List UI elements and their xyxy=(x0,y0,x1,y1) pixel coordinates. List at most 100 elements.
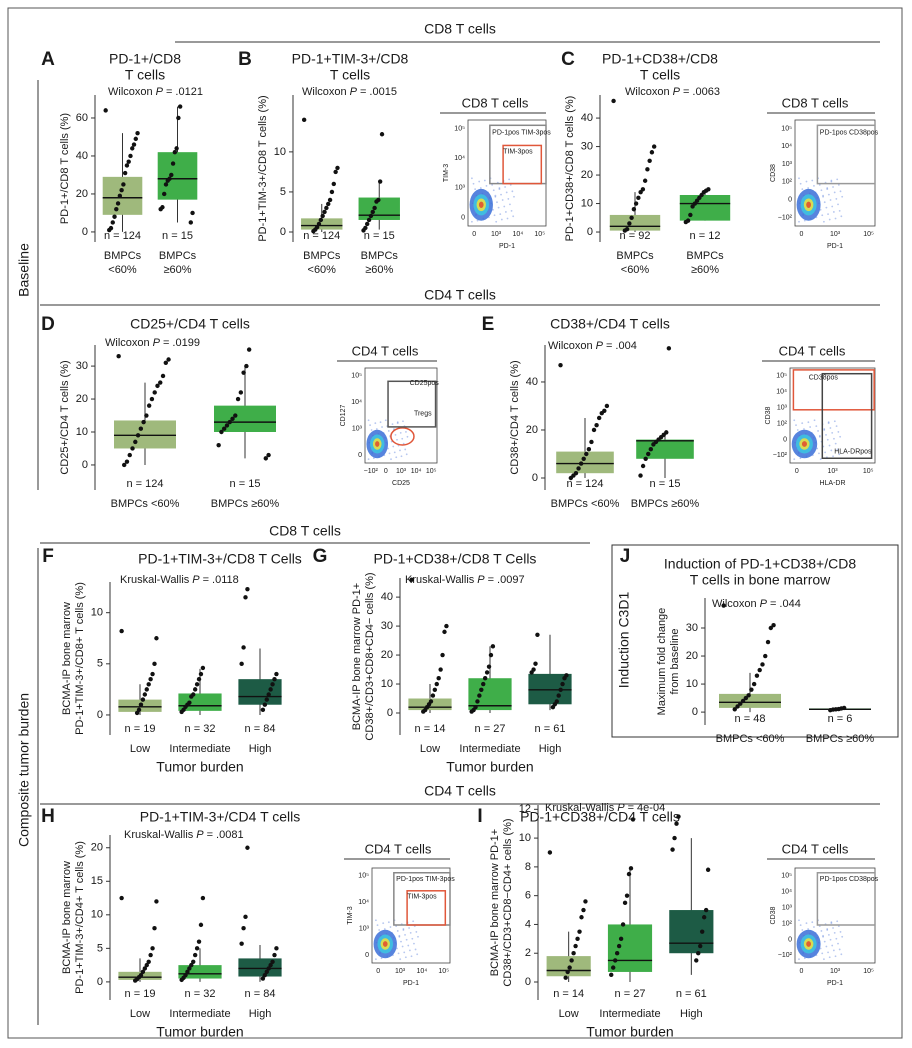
flow-event xyxy=(497,206,500,209)
flow-event xyxy=(499,213,502,216)
flow-y-tick-label: 10⁴ xyxy=(358,899,369,906)
y-tick-label: 10 xyxy=(274,146,286,158)
box xyxy=(679,194,731,221)
data-point xyxy=(547,850,553,855)
x-tick-label: BMPCs ≥60% xyxy=(631,498,700,510)
data-point xyxy=(272,952,277,958)
data-point xyxy=(482,676,488,681)
data-point xyxy=(155,383,160,389)
data-point xyxy=(529,670,534,675)
x-tick-label: Low xyxy=(420,743,440,755)
data-point xyxy=(573,943,578,949)
data-point xyxy=(128,153,133,159)
data-point xyxy=(124,459,130,464)
flow-x-tick-label: 10³ xyxy=(491,231,502,238)
chart-title: T cells xyxy=(640,67,680,83)
annotation-part: P xyxy=(192,574,200,586)
data-point xyxy=(666,346,672,351)
flow-event xyxy=(841,195,844,198)
flow-event xyxy=(816,447,819,450)
flow-y-tick-label: 0 xyxy=(365,952,369,959)
y-axis-label: CD38+/CD4 T cells (%) xyxy=(509,360,521,474)
flow-event xyxy=(492,189,495,192)
n-label: n = 6 xyxy=(828,713,853,725)
flow-event xyxy=(828,218,831,221)
data-point xyxy=(166,357,171,362)
data-point xyxy=(771,622,776,628)
x-tick-label: ≥60% xyxy=(163,264,191,276)
x-axis-label: Tumor burden xyxy=(156,759,243,775)
flow-x-tick-label: 0 xyxy=(799,231,803,238)
y-tick-label: 10 xyxy=(76,426,88,438)
flow-event xyxy=(379,421,382,424)
annotation-part: = xyxy=(770,598,776,610)
x-tick-label: Intermediate xyxy=(169,1008,230,1020)
flow-density xyxy=(806,941,811,947)
flow-y-tick-label: −10² xyxy=(773,452,788,459)
y-axis-label: CD38+/CD3+CD8−CD4+ cells (%) xyxy=(502,818,514,986)
data-point xyxy=(475,699,480,704)
flow-event xyxy=(833,191,836,194)
data-point xyxy=(703,907,709,913)
flow-y-tick-label: 0 xyxy=(788,936,792,943)
data-point xyxy=(133,136,138,142)
annotation-part: Wilcoxon xyxy=(712,598,757,610)
annotation-part: P xyxy=(156,86,164,98)
flow-x-tick-label: 10⁵ xyxy=(438,968,449,975)
flow-event xyxy=(798,177,800,180)
flow-event xyxy=(823,220,825,223)
data-point xyxy=(647,158,652,164)
flow-event xyxy=(840,953,843,956)
flow-title: CD8 T cells xyxy=(782,95,849,110)
data-point xyxy=(765,639,771,645)
data-point xyxy=(578,461,584,466)
flow-event xyxy=(370,429,373,431)
flow-event xyxy=(813,185,815,187)
flow-event xyxy=(375,919,377,922)
data-point xyxy=(604,403,610,409)
y-axis-label: from baseline xyxy=(669,628,681,694)
data-point xyxy=(627,221,632,226)
flow-x-tick-label: 0 xyxy=(376,968,380,975)
flow-event xyxy=(831,205,834,208)
flow-event xyxy=(819,458,822,461)
data-point xyxy=(631,207,637,212)
n-label: n = 124 xyxy=(104,230,141,242)
y-tick-label: 8 xyxy=(525,861,531,873)
data-point xyxy=(198,922,204,928)
x-tick-label: BMPCs ≥60% xyxy=(211,498,280,510)
data-point xyxy=(421,709,426,714)
data-point xyxy=(618,936,624,942)
flow-y-tick-label: 10³ xyxy=(777,404,788,411)
flow-event xyxy=(510,209,513,212)
flow-event xyxy=(404,448,407,451)
gate-label: TIM-3pos xyxy=(407,893,437,900)
x-tick-label: ≥60% xyxy=(365,264,393,276)
flow-event xyxy=(503,205,506,208)
flow-x-label: PD-1 xyxy=(827,980,843,987)
data-point xyxy=(246,347,252,352)
flow-event xyxy=(826,438,829,441)
annotation: Kruskal-Wallis P = 4e-04 xyxy=(545,802,665,814)
flow-event xyxy=(509,203,511,206)
flow-x-tick-label: 10⁵ xyxy=(534,231,545,238)
data-point xyxy=(630,817,636,822)
flow-event xyxy=(798,220,800,223)
annotation-part: = xyxy=(166,86,172,98)
flow-y-tick-label: −10² xyxy=(778,952,793,959)
chart-title: PD-1+CD38+/CD4 T cells xyxy=(520,809,680,825)
gate-label: PD-1pos TIM-3pos xyxy=(396,876,455,883)
flow-x-tick-label: 0 xyxy=(799,968,803,975)
data-point xyxy=(828,707,833,713)
data-point xyxy=(477,693,482,698)
flow-event xyxy=(825,433,827,436)
flow-y-tick-label: 10⁵ xyxy=(776,372,787,379)
flow-event xyxy=(832,186,834,188)
flow-event xyxy=(393,451,396,454)
annotation-part: P xyxy=(350,86,358,98)
x-tick-label: BMPCs <60% xyxy=(111,498,180,510)
flow-event xyxy=(414,948,417,951)
data-point xyxy=(174,146,179,151)
flow-event xyxy=(822,934,824,937)
data-point xyxy=(705,867,711,872)
